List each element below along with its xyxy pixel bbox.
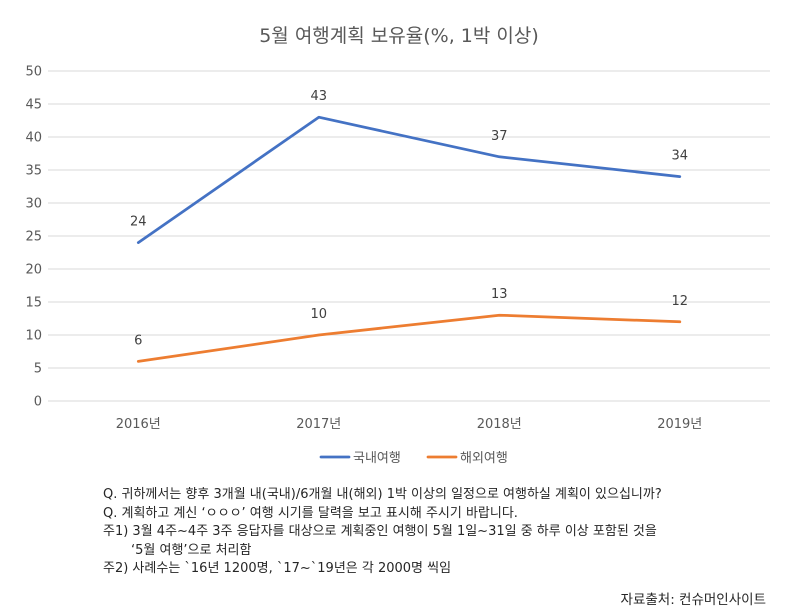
x-axis-ticks: 2016년 2017년 2018년 2019년 [116, 417, 703, 432]
y-tick-label: 5 [34, 362, 42, 377]
question-2: Q. 계획하고 계신 ‘ㅇㅇㅇ’ 여행 시기를 달력을 보고 표시해 주시기 바… [103, 505, 518, 521]
x-tick-label: 2016년 [116, 417, 161, 432]
data-label: 6 [134, 333, 142, 348]
y-tick-label: 30 [25, 197, 42, 212]
source-credit: 자료출처: 컨슈머인사이트 [620, 592, 766, 608]
note-1-continued: ‘5월 여행’으로 처리함 [131, 542, 252, 558]
question-1: Q. 귀하께서는 향후 3개월 내(국내)/6개월 내(해외) 1박 이상의 일… [103, 487, 662, 502]
x-tick-label: 2018년 [477, 417, 522, 432]
y-axis-ticks: 0 5 10 15 20 25 30 35 40 45 50 [25, 65, 42, 410]
data-label: 43 [310, 89, 327, 104]
series-line-1 [136, 115, 682, 244]
data-label: 12 [671, 294, 688, 309]
data-label: 13 [491, 287, 508, 302]
series-lines [136, 115, 682, 363]
series-line-2 [136, 313, 682, 363]
legend-label: 해외여행 [460, 450, 508, 466]
x-tick-label: 2019년 [657, 417, 702, 432]
y-tick-label: 50 [25, 65, 42, 80]
legend: 국내여행 해외여행 [319, 450, 508, 466]
data-labels: 24 43 37 34 6 10 13 12 [130, 89, 688, 348]
gridlines [48, 70, 770, 402]
footnotes: Q. 귀하께서는 향후 3개월 내(국내)/6개월 내(해외) 1박 이상의 일… [103, 486, 793, 579]
data-label: 37 [491, 129, 508, 144]
x-tick-label: 2017년 [296, 417, 341, 432]
y-tick-label: 25 [25, 230, 42, 245]
y-tick-label: 15 [25, 296, 42, 311]
y-tick-label: 0 [34, 395, 42, 410]
data-label: 34 [671, 149, 688, 164]
chart-title: 5월 여행계획 보유율(%, 1박 이상) [259, 25, 539, 47]
legend-label: 국내여행 [353, 450, 401, 466]
y-tick-label: 20 [25, 263, 42, 278]
y-tick-label: 10 [25, 329, 42, 344]
data-label: 24 [130, 215, 147, 230]
note-1: 주1) 3월 4주~4주 3주 응답자를 대상으로 계획중인 여행이 5월 1일… [103, 524, 657, 539]
y-tick-label: 40 [25, 131, 42, 146]
y-tick-label: 45 [25, 98, 42, 113]
note-2: 주2) 사례수는 `16년 1200명, `17~`19년은 각 2000명 씩… [103, 561, 452, 576]
line-chart: 5월 여행계획 보유율(%, 1박 이상) 0 5 10 15 20 25 30 35 40 45… [25, 25, 770, 466]
data-label: 10 [310, 307, 327, 322]
y-tick-label: 35 [25, 164, 42, 179]
